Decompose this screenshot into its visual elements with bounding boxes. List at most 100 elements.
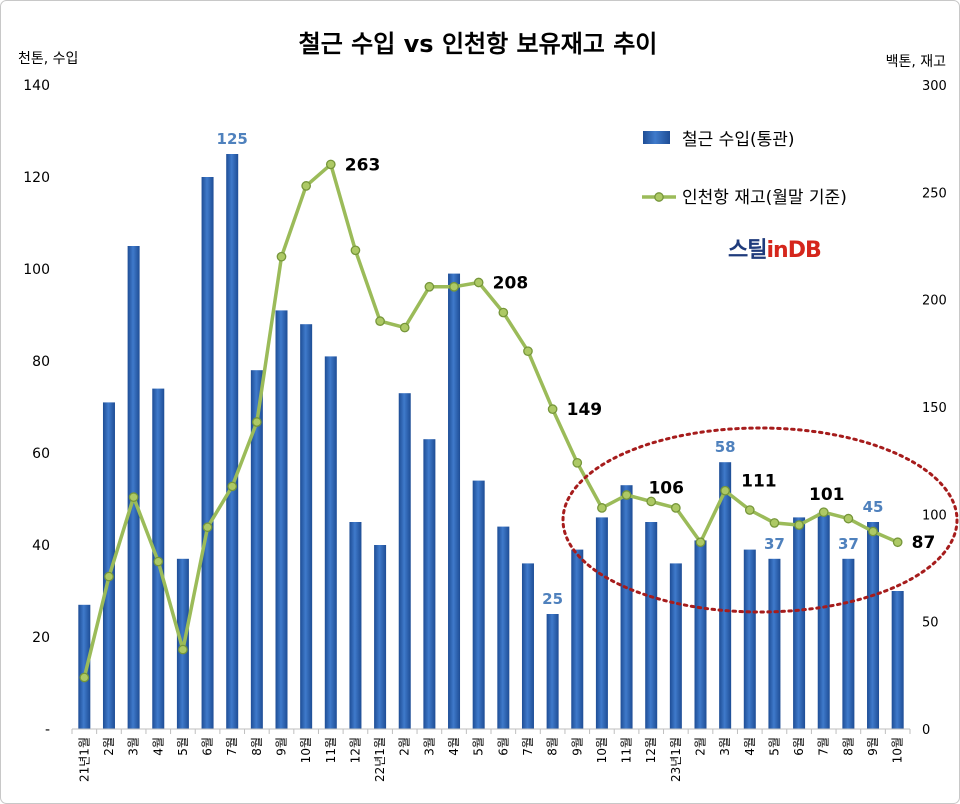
x-tick-label: 7월 xyxy=(225,737,239,756)
y-left-tick-label: 60 xyxy=(32,446,50,462)
legend-swatch-marker xyxy=(654,192,664,202)
y-left-tick-label: 80 xyxy=(32,354,50,370)
x-tick-label: 5월 xyxy=(472,737,486,756)
x-tick-label: 11월 xyxy=(620,737,634,763)
inventory-marker xyxy=(301,181,311,191)
line-value-label: 149 xyxy=(567,400,603,420)
inventory-marker xyxy=(769,518,780,528)
import-bar xyxy=(620,485,633,729)
logo-part-3: DB xyxy=(788,238,821,263)
inventory-marker xyxy=(79,672,90,683)
inventory-marker xyxy=(449,281,459,292)
inventory-marker xyxy=(399,322,410,333)
y-left-tick-label: - xyxy=(45,722,50,738)
inventory-marker xyxy=(744,505,755,515)
y-left-tick-label: 100 xyxy=(23,262,50,278)
x-tick-label: 8월 xyxy=(546,737,560,756)
inventory-markers xyxy=(79,159,903,683)
highlight-ellipse xyxy=(561,426,959,614)
x-tick-label: 3월 xyxy=(718,737,732,756)
legend-item-import: 철근 수입(통관) xyxy=(643,130,795,150)
import-bar xyxy=(645,522,658,729)
x-tick-label: 3월 xyxy=(422,737,436,756)
inventory-marker xyxy=(597,503,607,513)
import-bar xyxy=(817,512,830,729)
import-bar xyxy=(719,462,732,729)
x-tick-label: 7월 xyxy=(521,737,535,756)
y-right-tick-label: 250 xyxy=(922,186,947,201)
x-tick-label: 6월 xyxy=(496,737,510,756)
x-tick-label: 2월 xyxy=(398,737,412,756)
legend-item-inventory: 인천항 재고(월말 기준) xyxy=(642,188,847,208)
inventory-marker xyxy=(153,556,164,567)
inventory-marker xyxy=(202,522,213,533)
y-right-tick-label: 300 xyxy=(922,79,947,94)
import-bar xyxy=(275,310,288,729)
y-left-axis: - 20 40 60 80 100 120 140 xyxy=(23,78,50,738)
import-bar xyxy=(571,549,584,729)
x-tick-label: 6월 xyxy=(201,737,215,756)
data-labels: 125 25 58 37 37 45 263 208 149 106 111 101 87 xyxy=(217,130,936,608)
logo-part-2: in xyxy=(766,238,787,263)
y-left-tick-label: 120 xyxy=(23,170,50,186)
inventory-marker xyxy=(720,485,730,496)
bar-value-label: 58 xyxy=(715,438,736,456)
y-right-tick-label: 150 xyxy=(922,401,947,416)
x-tick-label: 8월 xyxy=(250,737,264,756)
import-bar xyxy=(78,604,91,729)
inventory-marker xyxy=(671,503,681,513)
inventory-marker xyxy=(104,571,114,582)
bar-value-label: 125 xyxy=(217,130,248,148)
steelindb-logo: 스틸inDB xyxy=(728,238,821,263)
bar-value-label: 45 xyxy=(863,498,884,516)
import-bar xyxy=(472,480,485,729)
inventory-marker xyxy=(892,537,903,548)
line-value-label: 208 xyxy=(493,273,529,293)
import-bar xyxy=(694,540,707,729)
inventory-marker xyxy=(695,537,706,548)
import-bar xyxy=(595,517,608,729)
import-bar xyxy=(300,324,313,729)
inventory-marker xyxy=(498,307,509,318)
import-bar xyxy=(521,563,534,729)
logo-part-1: 스틸 xyxy=(728,238,766,263)
x-tick-label: 4월 xyxy=(151,737,165,756)
import-bar xyxy=(349,522,362,729)
x-tick-label: 2월 xyxy=(694,737,708,756)
import-bar xyxy=(546,614,559,729)
import-bar xyxy=(768,558,781,729)
line-value-label: 111 xyxy=(741,472,777,492)
legend-label-inventory: 인천항 재고(월말 기준) xyxy=(682,188,847,208)
x-tick-label: 22년1월 xyxy=(373,737,387,782)
x-tick-label: 3월 xyxy=(127,737,141,756)
y-left-axis-label: 천톤, 수입 xyxy=(18,51,78,67)
inventory-marker xyxy=(621,490,632,500)
import-bar xyxy=(842,558,855,729)
x-tick-label: 8월 xyxy=(841,737,855,756)
inventory-marker xyxy=(523,346,533,357)
import-bar xyxy=(891,591,904,729)
x-tick-label: 7월 xyxy=(817,737,831,756)
y-right-tick-label: 0 xyxy=(922,723,930,738)
import-bar xyxy=(250,370,263,729)
y-right-tick-label: 100 xyxy=(922,508,947,523)
import-bar xyxy=(867,522,880,729)
import-bar xyxy=(497,526,510,729)
inventory-marker xyxy=(818,507,829,518)
y-right-tick-label: 50 xyxy=(922,616,939,631)
inventory-marker xyxy=(646,496,657,507)
line-value-label: 106 xyxy=(648,478,684,498)
import-bar xyxy=(423,439,436,729)
inventory-marker xyxy=(547,404,558,414)
x-tick-label: 10월 xyxy=(595,737,609,763)
inventory-marker xyxy=(350,245,361,256)
inventory-marker xyxy=(128,492,139,503)
import-bar xyxy=(448,273,461,729)
inventory-marker xyxy=(375,316,385,326)
line-value-label: 263 xyxy=(345,155,381,175)
inventory-marker xyxy=(424,281,435,292)
legend: 철근 수입(통관) 인천항 재고(월말 기준) xyxy=(642,130,847,208)
inventory-series xyxy=(82,162,899,678)
x-tick-label: 4월 xyxy=(447,737,461,756)
